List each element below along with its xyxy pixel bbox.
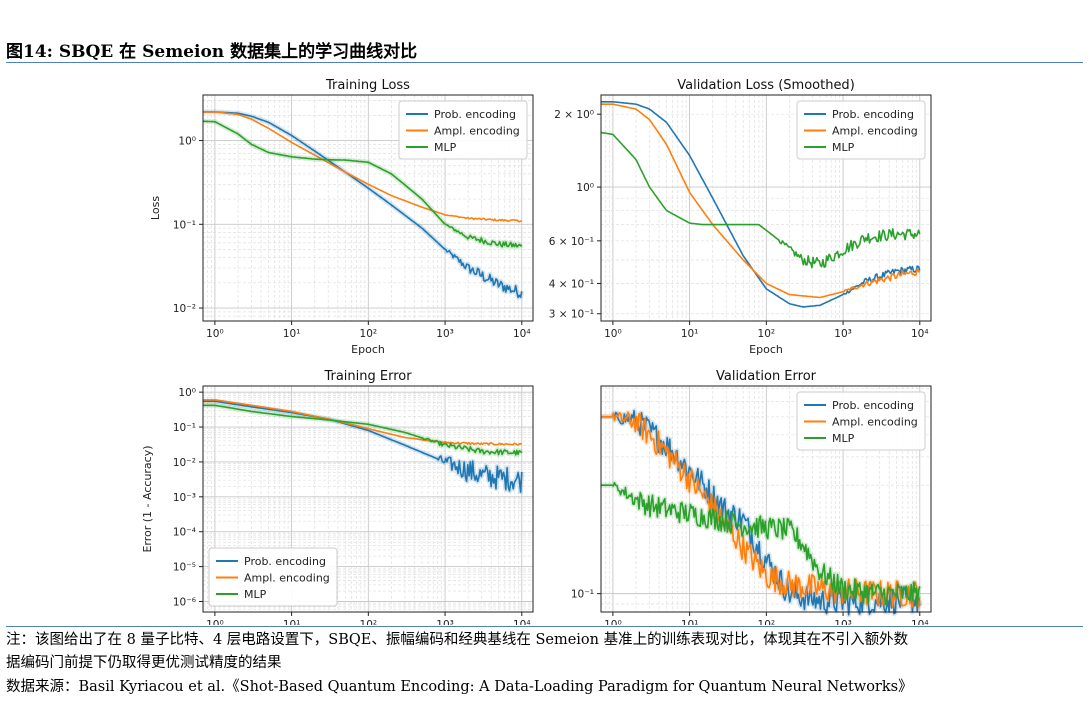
series-line-ampl-encoding bbox=[203, 399, 523, 446]
x-tick-label: 10¹ bbox=[681, 328, 699, 340]
legend-box bbox=[796, 391, 926, 451]
x-tick-label: 10⁴ bbox=[513, 619, 531, 625]
y-tick-label: 10⁻¹ bbox=[173, 422, 196, 434]
chart-1: 10⁰ 10¹ 10² 10³ 10⁴ 3 × 10⁻¹ 4 × 10⁻¹ 6 × 10⁻¹ 1… bbox=[549, 78, 932, 356]
x-tick-label: 10¹ bbox=[283, 328, 301, 340]
legend-label: Prob. encoding bbox=[434, 108, 516, 121]
legend-label: Ampl. encoding bbox=[244, 572, 330, 585]
source-line: 数据来源：Basil Kyriacou et al.《Shot-Based Qu… bbox=[6, 679, 913, 695]
y-tick-label: 10⁻⁵ bbox=[173, 562, 196, 574]
x-tick-label: 10⁰ bbox=[206, 328, 224, 340]
x-tick-label: 10¹ bbox=[681, 619, 699, 625]
x-tick-label: 10³ bbox=[436, 619, 454, 625]
x-tick-label: 10³ bbox=[834, 328, 852, 340]
x-tick-label: 10⁰ bbox=[604, 619, 622, 625]
y-tick-label: 6 × 10⁻¹ bbox=[549, 236, 594, 248]
notes-rule bbox=[6, 626, 1083, 627]
y-tick-label: 10⁻¹ bbox=[571, 589, 594, 601]
figure-title: 图14: SBQE 在 Semeion 数据集上的学习曲线对比 bbox=[6, 42, 418, 62]
legend-box bbox=[796, 100, 926, 160]
y-axis-label: Loss bbox=[149, 196, 162, 220]
series-line-prob-encoding bbox=[203, 111, 523, 299]
y-tick-label: 10⁰ bbox=[576, 182, 594, 194]
y-tick-label: 10⁻³ bbox=[173, 492, 196, 504]
series-group bbox=[600, 101, 921, 308]
x-tick-label: 10² bbox=[758, 619, 776, 625]
x-tick-label: 10⁰ bbox=[206, 619, 224, 625]
x-tick-label: 10² bbox=[360, 328, 378, 340]
charts-canvas: 10⁰ 10¹ 10² 10³ 10⁴ 10⁻² 10⁻¹ 10⁰ Training Loss E… bbox=[141, 78, 932, 625]
x-tick-label: 10³ bbox=[436, 328, 454, 340]
chart-title: Validation Loss (Smoothed) bbox=[677, 78, 855, 93]
y-tick-label: 10⁰ bbox=[178, 136, 196, 148]
y-tick-label: 2 × 10⁰ bbox=[554, 109, 594, 121]
legend-label: MLP bbox=[434, 141, 457, 154]
y-tick-label: 10⁻² bbox=[173, 303, 196, 315]
legend-label: Ampl. encoding bbox=[434, 125, 520, 138]
legend: Prob. encoding Ampl. encoding MLP bbox=[796, 100, 926, 160]
series-line-mlp bbox=[203, 404, 523, 456]
series-line-prob-encoding bbox=[601, 101, 921, 308]
legend-box bbox=[398, 100, 528, 160]
x-axis-label: Epoch bbox=[351, 343, 385, 356]
series-line-mlp bbox=[601, 481, 921, 606]
legend-label: Ampl. encoding bbox=[832, 416, 918, 429]
x-axis-label: Epoch bbox=[749, 343, 783, 356]
legend-label: MLP bbox=[832, 432, 855, 445]
x-tick-label: 10⁰ bbox=[604, 328, 622, 340]
x-tick-label: 10² bbox=[758, 328, 776, 340]
title-rule bbox=[6, 62, 1083, 63]
y-tick-label: 10⁻¹ bbox=[173, 219, 196, 231]
chart-title: Training Error bbox=[323, 369, 412, 384]
legend-label: MLP bbox=[244, 588, 267, 601]
series-line-mlp bbox=[203, 120, 523, 248]
series-line-mlp bbox=[600, 131, 921, 269]
x-tick-label: 10⁴ bbox=[911, 619, 929, 625]
chart-title: Validation Error bbox=[716, 369, 817, 384]
y-tick-label: 10⁻² bbox=[173, 457, 196, 469]
y-tick-label: 10⁰ bbox=[178, 387, 196, 399]
chart-3: 10⁰ 10¹ 10² 10³ 10⁴ 10⁻¹ Validation Error Prob.… bbox=[571, 369, 932, 625]
y-tick-label: 3 × 10⁻¹ bbox=[549, 309, 594, 321]
legend: Prob. encoding Ampl. encoding MLP bbox=[796, 391, 926, 451]
chart-title: Training Loss bbox=[325, 78, 410, 93]
note-line-1: 注：该图给出了在 8 量子比特、4 层电路设置下，SBQE、振幅编码和经典基线在… bbox=[6, 632, 909, 648]
legend-label: Ampl. encoding bbox=[832, 125, 918, 138]
series-group bbox=[599, 408, 923, 618]
y-tick-label: 10⁻⁶ bbox=[173, 596, 196, 608]
x-tick-label: 10⁴ bbox=[513, 328, 531, 340]
x-tick-label: 10¹ bbox=[283, 619, 301, 625]
y-tick-label: 10⁻⁴ bbox=[173, 527, 196, 539]
legend-label: MLP bbox=[832, 141, 855, 154]
chart-2: 10⁰ 10¹ 10² 10³ 10⁴ 10⁻⁶ 10⁻⁵ 10⁻⁴ 10⁻³ 10⁻² 10⁻¹ 1… bbox=[141, 369, 534, 625]
series-line-ampl-encoding bbox=[203, 111, 523, 223]
legend-label: Prob. encoding bbox=[832, 108, 914, 121]
x-tick-label: 10³ bbox=[834, 619, 852, 625]
note-line-2: 据编码门前提下仍取得更优测试精度的结果 bbox=[6, 655, 282, 671]
y-axis-label: Error (1 - Accuracy) bbox=[141, 445, 154, 552]
series-line-ampl-encoding bbox=[601, 103, 921, 299]
legend: Prob. encoding Ampl. encoding MLP bbox=[208, 547, 338, 607]
series-line-prob-encoding bbox=[203, 400, 523, 493]
legend-label: Prob. encoding bbox=[244, 555, 326, 568]
y-tick-label: 4 × 10⁻¹ bbox=[549, 278, 594, 290]
series-group bbox=[201, 398, 525, 495]
x-tick-label: 10⁴ bbox=[911, 328, 929, 340]
legend: Prob. encoding Ampl. encoding MLP bbox=[398, 100, 528, 160]
legend-label: Prob. encoding bbox=[832, 399, 914, 412]
chart-0: 10⁰ 10¹ 10² 10³ 10⁴ 10⁻² 10⁻¹ 10⁰ Training Loss E… bbox=[149, 78, 534, 356]
legend-box bbox=[208, 547, 338, 607]
x-tick-label: 10² bbox=[360, 619, 378, 625]
series-group bbox=[201, 109, 525, 300]
